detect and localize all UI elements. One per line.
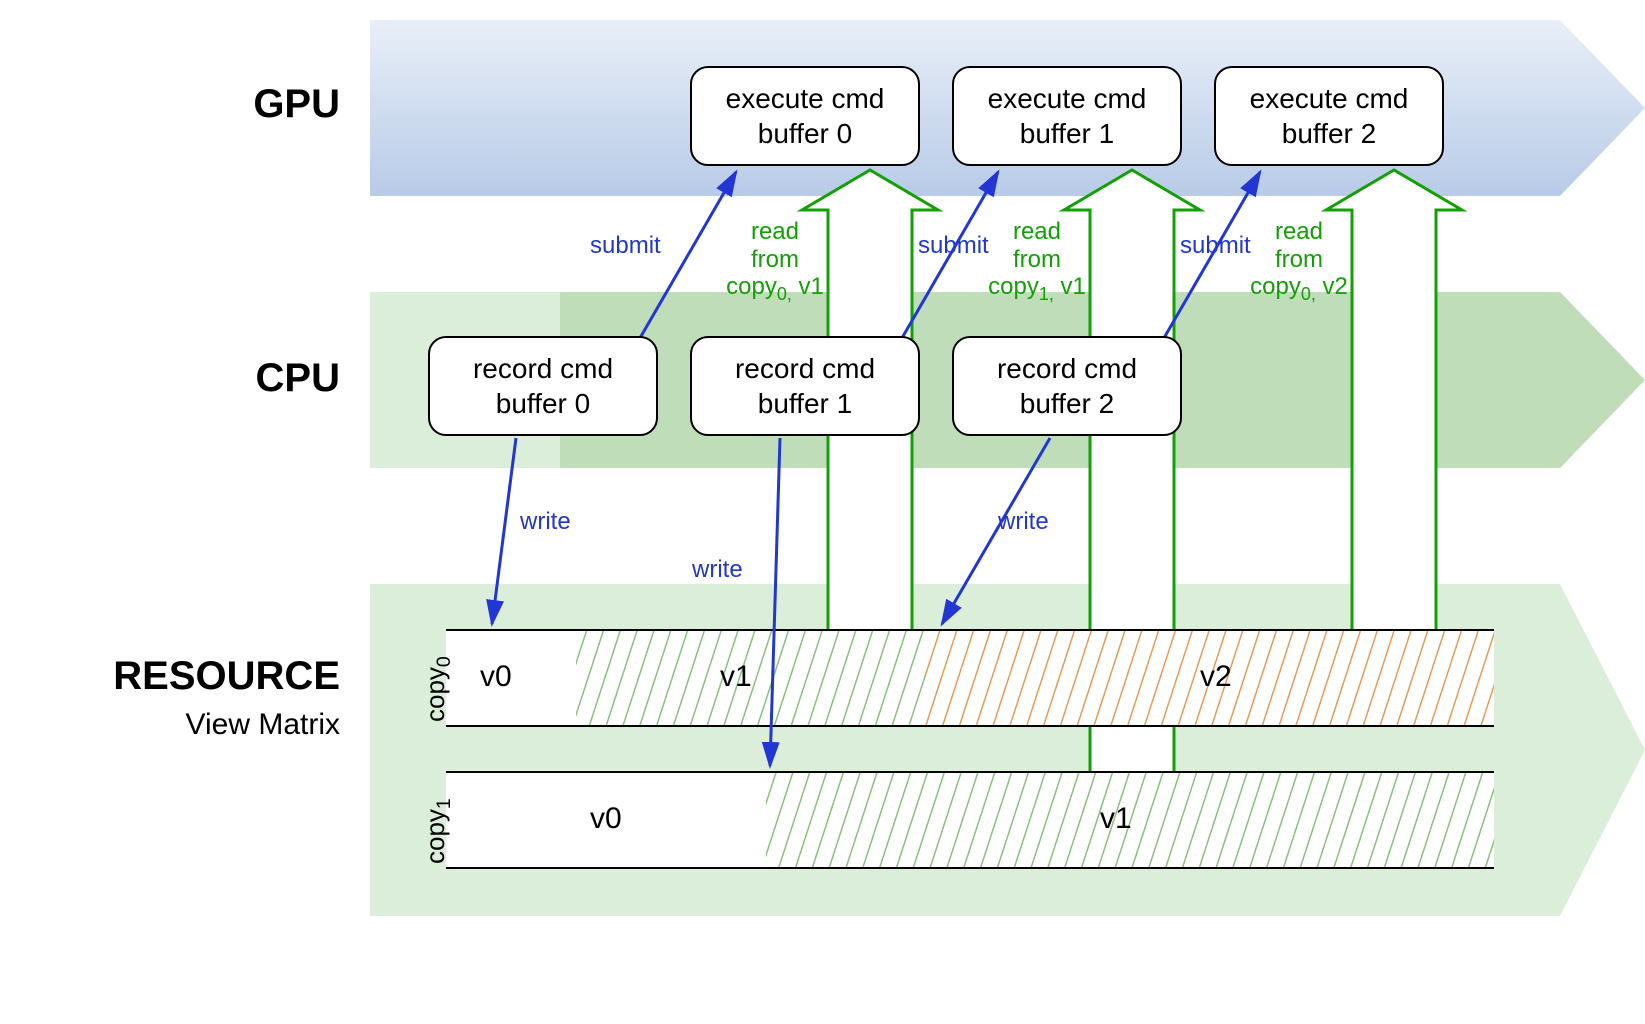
node-rec0: record cmdbuffer 0: [428, 336, 658, 436]
read-label-0: readfromcopy0, v1: [720, 218, 830, 305]
diagram-canvas: GPU CPU RESOURCE View Matrix execute cmd…: [0, 0, 1645, 1024]
node-rec2: record cmdbuffer 2: [952, 336, 1182, 436]
node-exec2: execute cmdbuffer 2: [1214, 66, 1444, 166]
row-label-copy0: copy0: [420, 656, 456, 722]
submit-label-0: submit: [590, 232, 661, 260]
read-label-2: readfromcopy0, v2: [1244, 218, 1354, 305]
write-label-1: write: [692, 556, 743, 584]
node-exec1: execute cmdbuffer 1: [952, 66, 1182, 166]
node-exec1-label: execute cmdbuffer 1: [988, 81, 1147, 151]
row-label-copy1: copy1: [420, 798, 456, 864]
resource-title: RESOURCE: [113, 654, 340, 698]
lane-label-resource: RESOURCE View Matrix: [0, 654, 340, 744]
cell-label-r1-v1: v1: [1100, 802, 1132, 836]
resource-subtitle: View Matrix: [186, 708, 340, 741]
node-exec0: execute cmdbuffer 0: [690, 66, 920, 166]
write-label-0: write: [520, 508, 571, 536]
lane-label-cpu: CPU: [0, 356, 340, 401]
node-exec2-label: execute cmdbuffer 2: [1250, 81, 1409, 151]
cell-label-r0-v0: v0: [480, 660, 512, 694]
node-rec2-label: record cmdbuffer 2: [997, 351, 1137, 421]
submit-label-1: submit: [918, 232, 989, 260]
node-rec1-label: record cmdbuffer 1: [735, 351, 875, 421]
cell-label-r0-v1: v1: [720, 660, 752, 694]
node-exec0-label: execute cmdbuffer 0: [726, 81, 885, 151]
node-rec0-label: record cmdbuffer 0: [473, 351, 613, 421]
cell-label-r0-v2: v2: [1200, 660, 1232, 694]
cell-label-r1-v0: v0: [590, 802, 622, 836]
lane-label-gpu: GPU: [0, 82, 340, 127]
read-label-1: readfromcopy1, v1: [982, 218, 1092, 305]
submit-label-2: submit: [1180, 232, 1251, 260]
resource-row-copy0: [446, 630, 1494, 726]
write-label-2: write: [998, 508, 1049, 536]
node-rec1: record cmdbuffer 1: [690, 336, 920, 436]
